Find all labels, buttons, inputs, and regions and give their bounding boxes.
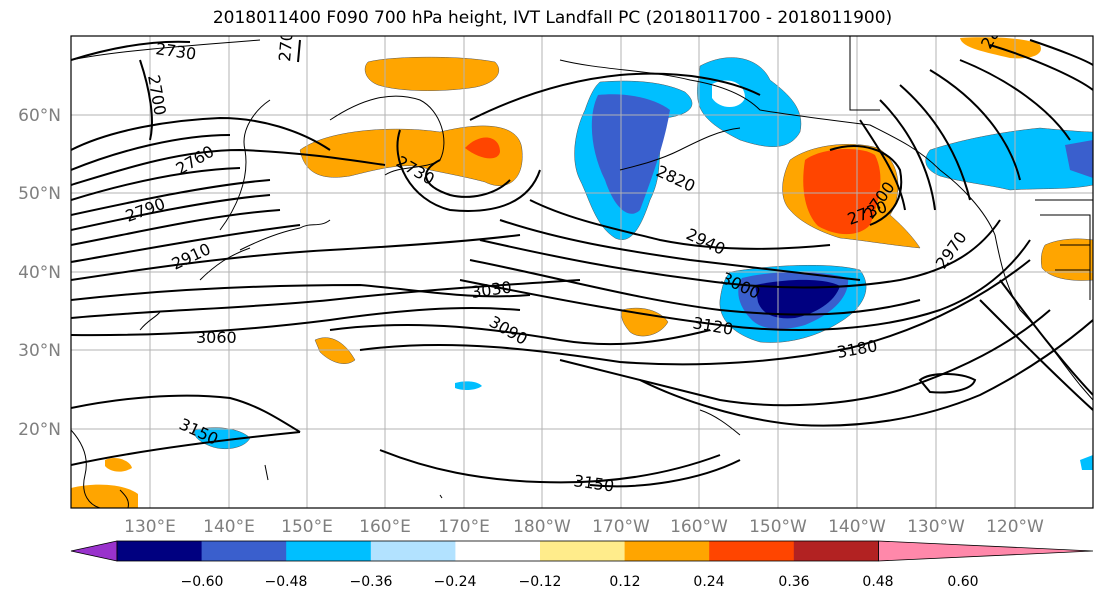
colorbar-tick-label: −0.12 xyxy=(519,574,562,590)
lon-label: 120°W xyxy=(986,517,1044,537)
height-contours xyxy=(71,39,1093,488)
colorbar-tick-label: 0.36 xyxy=(778,574,809,590)
colorbar-segment xyxy=(370,541,456,561)
colorbar-tick-label: 0.48 xyxy=(862,574,893,590)
plot-frame xyxy=(70,35,1094,509)
colorbar: −0.60 −0.48 −0.36 −0.24 −0.12 0.12 0.24 … xyxy=(70,540,1094,590)
colorbar-extend-max xyxy=(878,540,1094,562)
lon-label: 140°E xyxy=(203,517,255,537)
lon-label: 130°W xyxy=(907,517,965,537)
lon-label: 160°E xyxy=(359,517,411,537)
lon-label: 130°E xyxy=(124,517,176,537)
lat-labels: 60°N 50°N 40°N 30°N 20°N xyxy=(18,106,61,440)
lon-label: 180°W xyxy=(513,517,571,537)
lat-label: 20°N xyxy=(18,420,61,440)
colorbar-segment xyxy=(709,541,795,561)
lat-label: 50°N xyxy=(18,184,61,204)
map-title: 2018011400 F090 700 hPa height, IVT Land… xyxy=(212,8,893,28)
colorbar-segment xyxy=(286,541,372,561)
colorbar-tick-label: 0.24 xyxy=(693,574,724,590)
colorbar-segment xyxy=(201,541,287,561)
gridlines xyxy=(71,36,1093,508)
colorbar-segment xyxy=(117,541,203,561)
colorbar-ticks: −0.60 −0.48 −0.36 −0.24 −0.12 0.12 0.24 … xyxy=(181,574,979,590)
contour-label: 3060 xyxy=(196,328,237,347)
colorbar-segment xyxy=(624,541,710,561)
colorbar-tick-label: −0.36 xyxy=(350,574,393,590)
lon-label: 160°W xyxy=(670,517,728,537)
colorbar-tick-label: 0.60 xyxy=(947,574,978,590)
lon-label: 150°W xyxy=(749,517,807,537)
lat-label: 40°N xyxy=(18,263,61,283)
colorbar-segment xyxy=(455,541,541,561)
lon-labels: 130°E 140°E 150°E 160°E 170°E 180°W 170°… xyxy=(124,517,1044,537)
colorbar-segments xyxy=(70,540,1094,562)
lon-label: 170°W xyxy=(592,517,650,537)
colorbar-tick-label: −0.60 xyxy=(181,574,224,590)
shading-layer xyxy=(71,37,1093,508)
colorbar-segment xyxy=(540,541,626,561)
colorbar-tick-label: 0.12 xyxy=(609,574,640,590)
colorbar-outline xyxy=(116,540,879,562)
lon-label: 170°E xyxy=(438,517,490,537)
colorbar-tick-label: −0.48 xyxy=(265,574,308,590)
lat-label: 30°N xyxy=(18,341,61,361)
lat-label: 60°N xyxy=(18,106,61,126)
lon-label: 140°W xyxy=(828,517,886,537)
colorbar-tick-label: −0.24 xyxy=(434,574,477,590)
colorbar-segment xyxy=(793,541,879,561)
colorbar-extend-min xyxy=(70,540,118,562)
lon-label: 150°E xyxy=(281,517,333,537)
contour-label: 2700 xyxy=(275,20,297,62)
